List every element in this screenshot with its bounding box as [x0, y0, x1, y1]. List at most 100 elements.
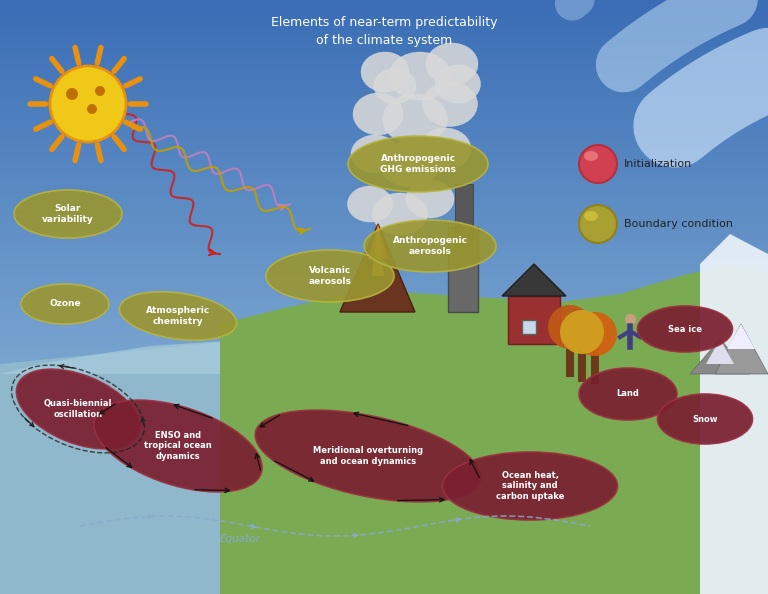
Bar: [0, 579, 768, 587]
Bar: [0, 112, 768, 119]
Bar: [0, 267, 768, 274]
Bar: [0, 89, 768, 96]
Bar: [0, 520, 768, 527]
Ellipse shape: [637, 306, 733, 352]
Text: ENSO and
tropical ocean
dynamics: ENSO and tropical ocean dynamics: [144, 431, 212, 461]
Bar: [0, 148, 768, 156]
Bar: [0, 201, 768, 208]
Ellipse shape: [584, 211, 598, 221]
Bar: [0, 505, 768, 512]
Bar: [0, 379, 768, 386]
Bar: [0, 290, 768, 297]
Bar: [0, 23, 768, 30]
Text: Snow: Snow: [692, 415, 718, 424]
Bar: [0, 52, 768, 59]
Text: Anthropogenic
aerosols: Anthropogenic aerosols: [392, 236, 468, 255]
Polygon shape: [372, 224, 384, 276]
Bar: [0, 119, 768, 127]
Text: Sea ice: Sea ice: [668, 324, 702, 333]
Bar: [0, 238, 768, 245]
Ellipse shape: [374, 68, 416, 103]
Text: Quasi-biennial
oscillation: Quasi-biennial oscillation: [44, 399, 112, 419]
Bar: [0, 171, 768, 178]
Bar: [0, 245, 768, 252]
Bar: [0, 208, 768, 216]
Bar: [0, 364, 768, 371]
Bar: [0, 438, 768, 446]
Polygon shape: [706, 339, 734, 364]
Ellipse shape: [584, 151, 598, 161]
Ellipse shape: [94, 400, 262, 492]
Ellipse shape: [120, 292, 237, 340]
Bar: [566, 339, 574, 377]
Bar: [0, 96, 768, 104]
Bar: [0, 460, 768, 468]
Polygon shape: [220, 284, 768, 594]
Text: Land: Land: [617, 390, 640, 399]
Bar: [0, 297, 768, 305]
Bar: [0, 37, 768, 45]
Bar: [0, 252, 768, 260]
Bar: [578, 344, 586, 382]
Text: Atmospheric
chemistry: Atmospheric chemistry: [146, 307, 210, 326]
Bar: [0, 282, 768, 290]
Ellipse shape: [419, 128, 471, 170]
Bar: [0, 274, 768, 282]
Ellipse shape: [657, 394, 753, 444]
Ellipse shape: [435, 65, 481, 103]
Polygon shape: [690, 339, 750, 374]
Text: Equator: Equator: [220, 534, 260, 544]
Text: Meridional overturning
and ocean dynamics: Meridional overturning and ocean dynamic…: [313, 446, 423, 466]
Text: Initialization: Initialization: [624, 159, 692, 169]
Circle shape: [560, 310, 604, 354]
Bar: [0, 527, 768, 535]
Bar: [0, 349, 768, 356]
Bar: [0, 163, 768, 171]
Bar: [522, 320, 536, 334]
Bar: [0, 59, 768, 67]
Ellipse shape: [21, 284, 109, 324]
Bar: [0, 446, 768, 453]
Bar: [0, 512, 768, 520]
Polygon shape: [700, 234, 768, 594]
Bar: [0, 557, 768, 564]
Bar: [0, 542, 768, 549]
Ellipse shape: [406, 180, 454, 218]
Circle shape: [95, 86, 105, 96]
Ellipse shape: [380, 141, 440, 187]
Polygon shape: [340, 224, 415, 312]
Bar: [0, 185, 768, 193]
Text: Ocean heat,
salinity and
carbon uptake: Ocean heat, salinity and carbon uptake: [496, 471, 564, 501]
Bar: [0, 260, 768, 267]
Bar: [0, 156, 768, 163]
Circle shape: [87, 104, 97, 114]
Polygon shape: [727, 324, 755, 349]
Bar: [0, 0, 768, 7]
Bar: [0, 82, 768, 89]
Bar: [0, 104, 768, 112]
Text: Solar
variability: Solar variability: [42, 204, 94, 224]
Bar: [0, 549, 768, 557]
Bar: [0, 305, 768, 312]
Bar: [0, 393, 768, 401]
Ellipse shape: [351, 135, 399, 173]
Bar: [0, 178, 768, 185]
Polygon shape: [715, 324, 768, 374]
Bar: [0, 587, 768, 594]
Ellipse shape: [361, 52, 409, 92]
Bar: [0, 327, 768, 334]
Bar: [0, 342, 768, 349]
Bar: [0, 8, 768, 15]
Polygon shape: [368, 224, 388, 259]
Bar: [0, 386, 768, 393]
Bar: [0, 320, 768, 327]
Text: Boundary condition: Boundary condition: [624, 219, 733, 229]
Ellipse shape: [389, 52, 451, 100]
Bar: [0, 564, 768, 571]
Polygon shape: [0, 336, 768, 374]
Bar: [0, 141, 768, 148]
Bar: [0, 482, 768, 490]
Ellipse shape: [348, 136, 488, 192]
Bar: [591, 346, 599, 384]
Bar: [0, 468, 768, 475]
